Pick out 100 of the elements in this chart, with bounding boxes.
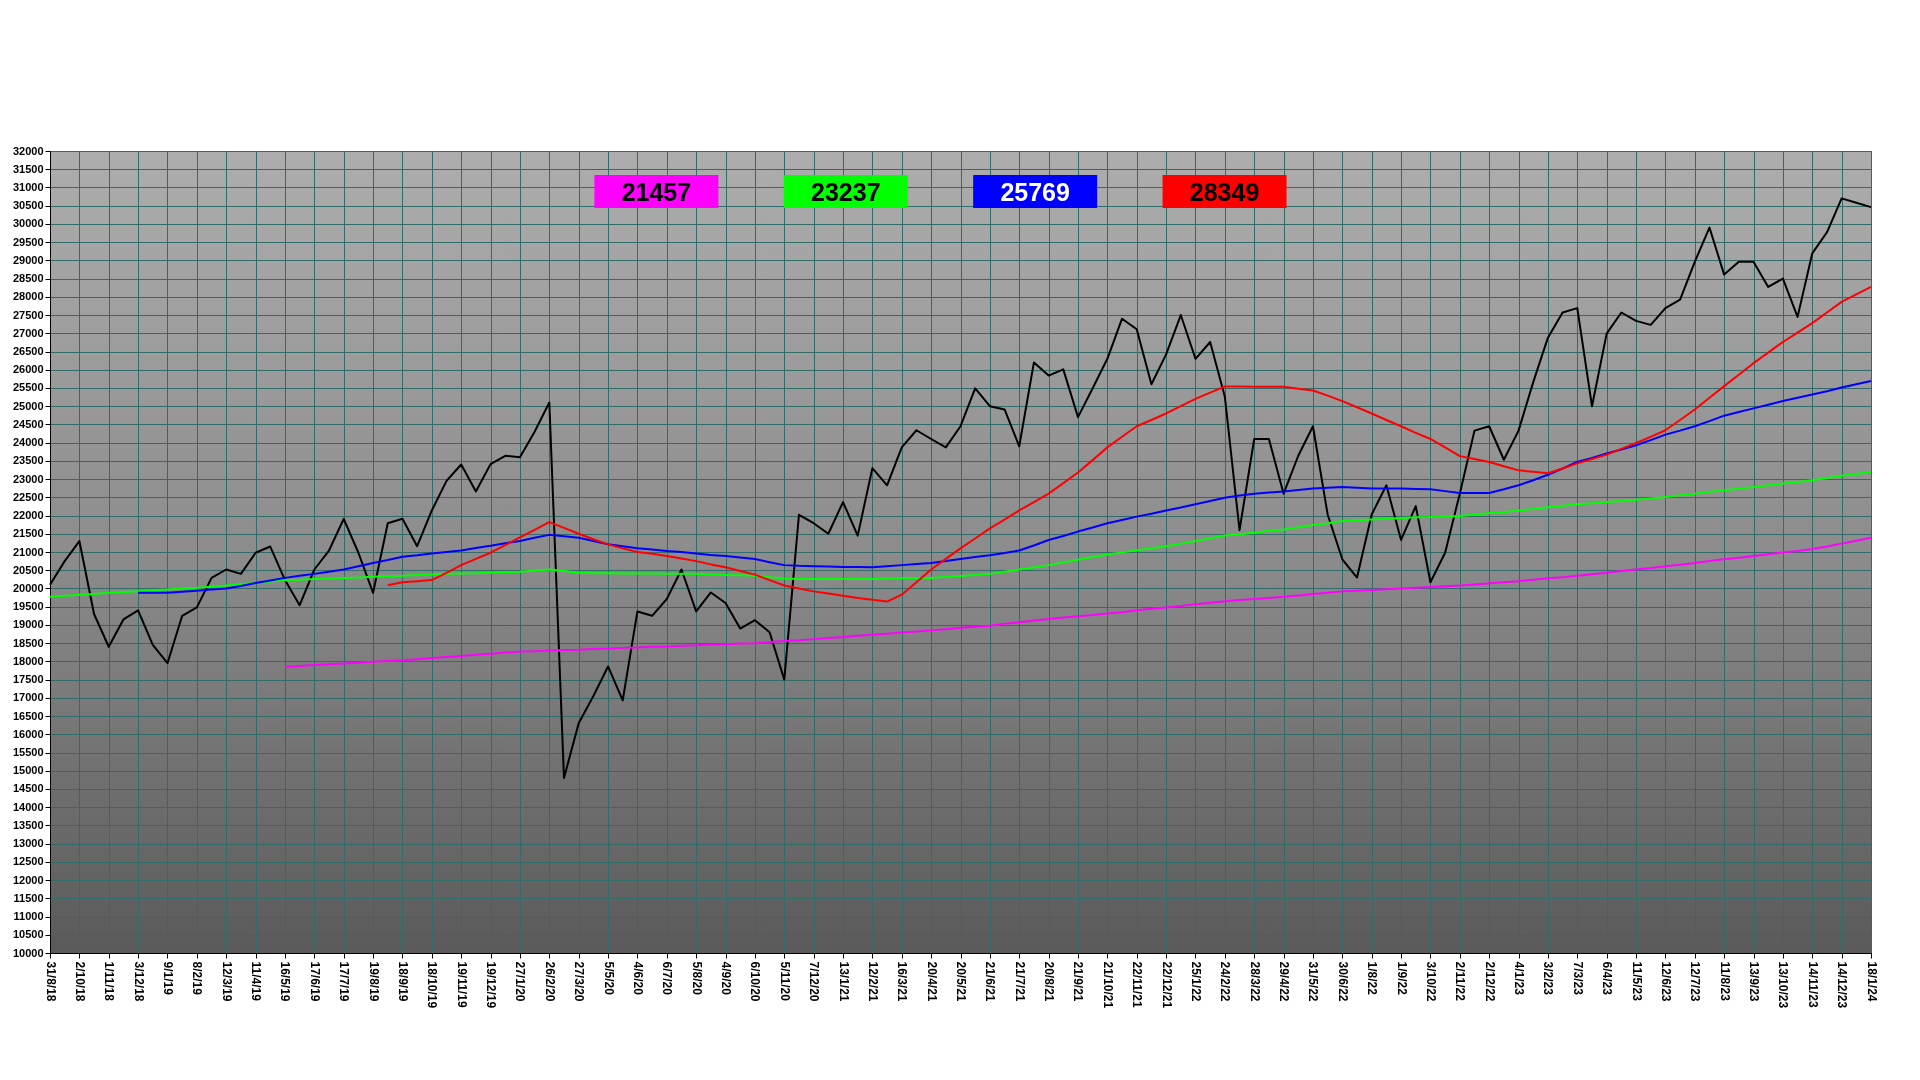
- y-tick-label: 27000: [12, 326, 44, 339]
- x-tick-label: 19/12/19: [484, 961, 499, 1009]
- x-tick-label: 1/9/22: [1394, 961, 1409, 996]
- y-tick-label: 17000: [12, 691, 44, 704]
- x-tick-label: 5/8/20: [689, 961, 704, 996]
- y-tick-label: 12000: [12, 873, 44, 886]
- x-tick-label: 11/5/23: [1629, 961, 1644, 1002]
- y-tick-label: 30000: [12, 217, 44, 230]
- x-tick-label: 2/10/18: [72, 961, 87, 1002]
- y-tick-label: 13000: [12, 837, 44, 850]
- y-tick-label: 20000: [12, 581, 44, 594]
- y-tick-label: 31000: [12, 180, 44, 193]
- x-tick-label: 31/5/22: [1306, 961, 1321, 1002]
- y-tick-label: 18500: [12, 636, 44, 649]
- x-tick-label: 27/3/20: [572, 961, 587, 1002]
- x-tick-label: 2/12/22: [1482, 961, 1497, 1002]
- line-series: [49, 470, 1872, 598]
- x-tick-label: 7/12/20: [807, 961, 822, 1002]
- x-tick-label: 16/3/21: [895, 961, 910, 1002]
- x-tick-label: 8/2/19: [190, 961, 205, 996]
- annotation: 21457: [621, 177, 692, 206]
- y-tick-label: 11000: [13, 910, 44, 923]
- x-tick-label: 20/8/21: [1042, 961, 1057, 1002]
- x-tick-label: 12/3/19: [219, 961, 234, 1002]
- x-tick-label: 12/7/23: [1688, 961, 1703, 1002]
- x-tick-label: 29/4/22: [1277, 961, 1292, 1002]
- y-tick-label: 24000: [12, 436, 44, 449]
- x-tick-label: 13/1/21: [836, 961, 851, 1002]
- x-tick-label: 2/11/22: [1453, 961, 1468, 1002]
- x-tick-label: 26/2/20: [542, 961, 557, 1002]
- y-tick-label: 16500: [12, 709, 44, 722]
- x-tick-label: 3/10/22: [1423, 961, 1438, 1002]
- x-tick-label: 6/7/20: [660, 961, 675, 996]
- x-tick-label: 18/10/19: [425, 961, 440, 1009]
- x-tick-label: 12/2/21: [865, 961, 880, 1002]
- line-series: [283, 536, 1872, 668]
- x-tick-label: 31/8/18: [43, 961, 58, 1002]
- annotation: 23237: [811, 177, 881, 206]
- x-tick-label: 12/6/23: [1658, 961, 1673, 1002]
- x-tick-label: 27/1/20: [513, 961, 528, 1002]
- x-tick-label: 5/11/20: [777, 961, 792, 1002]
- y-tick-label: 21000: [12, 545, 44, 558]
- x-tick-label: 4/1/23: [1512, 961, 1527, 996]
- y-tick-label: 22500: [12, 490, 44, 503]
- x-tick-label: 22/12/21: [1159, 961, 1174, 1009]
- x-tick-label: 18/9/19: [395, 961, 410, 1002]
- y-tick-label: 31500: [12, 162, 44, 175]
- y-tick-label: 26000: [12, 363, 44, 376]
- x-tick-label: 13/10/23: [1776, 961, 1791, 1009]
- x-tick-label: 5/5/20: [601, 961, 616, 996]
- y-tick-label: 12500: [12, 855, 44, 868]
- x-tick-label: 30/6/22: [1335, 961, 1350, 1002]
- y-tick-label: 22000: [12, 509, 44, 522]
- x-tick-label: 4/9/20: [719, 961, 734, 996]
- y-tick-label: 29000: [12, 253, 44, 266]
- y-tick-label: 25000: [12, 399, 44, 412]
- x-tick-label: 16/5/19: [278, 961, 293, 1002]
- y-tick-label: 17500: [12, 673, 44, 686]
- y-tick-label: 28500: [12, 272, 44, 285]
- x-tick-label: 17/6/19: [307, 961, 322, 1002]
- y-tick-label: 19000: [12, 618, 44, 631]
- y-tick-label: 11500: [13, 891, 44, 904]
- y-tick-label: 14000: [12, 800, 44, 813]
- x-tick-label: 14/12/23: [1835, 961, 1850, 1009]
- x-tick-label: 11/8/23: [1717, 961, 1732, 1002]
- line-series: [386, 285, 1872, 603]
- y-tick-label: 16000: [12, 727, 44, 740]
- y-tick-label: 10500: [12, 928, 44, 941]
- y-tick-label: 27500: [12, 308, 44, 321]
- x-tick-label: 13/9/23: [1747, 961, 1762, 1002]
- y-tick-label: 19500: [12, 600, 44, 613]
- x-tick-label: 21/10/21: [1100, 961, 1115, 1009]
- x-tick-label: 22/11/21: [1130, 961, 1145, 1008]
- y-tick-label: 30500: [12, 199, 44, 212]
- line-series: [137, 380, 1872, 594]
- x-tick-label: 7/3/23: [1570, 961, 1585, 996]
- x-tick-label: 6/10/20: [748, 961, 763, 1002]
- y-tick-label: 32000: [12, 144, 44, 157]
- annotation: 25769: [1000, 177, 1070, 206]
- y-tick-label: 21500: [12, 527, 44, 540]
- y-tick-label: 23000: [12, 472, 44, 485]
- x-tick-label: 20/4/21: [924, 961, 939, 1002]
- y-tick-label: 15500: [12, 746, 44, 758]
- x-tick-label: 21/6/21: [983, 961, 998, 1002]
- y-tick-label: 10000: [12, 946, 44, 959]
- y-tick-label: 24500: [12, 417, 44, 430]
- x-tick-label: 21/9/21: [1071, 961, 1086, 1002]
- y-tick-label: 23500: [12, 454, 44, 467]
- x-tick-label: 19/8/19: [366, 961, 381, 1002]
- x-tick-label: 18/1/24: [1864, 961, 1879, 1002]
- x-tick-label: 9/1/19: [160, 961, 175, 996]
- x-tick-label: 25/1/22: [1188, 961, 1203, 1002]
- x-tick-label: 3/2/23: [1541, 961, 1556, 996]
- x-tick-label: 14/11/23: [1805, 961, 1820, 1008]
- x-tick-label: 20/5/21: [954, 961, 968, 1002]
- x-tick-label: 6/4/23: [1600, 961, 1615, 996]
- x-tick-label: 21/7/21: [1012, 961, 1027, 1002]
- y-tick-label: 29500: [12, 235, 44, 248]
- y-tick-label: 15000: [12, 764, 44, 777]
- x-tick-label: 19/11/19: [454, 961, 469, 1008]
